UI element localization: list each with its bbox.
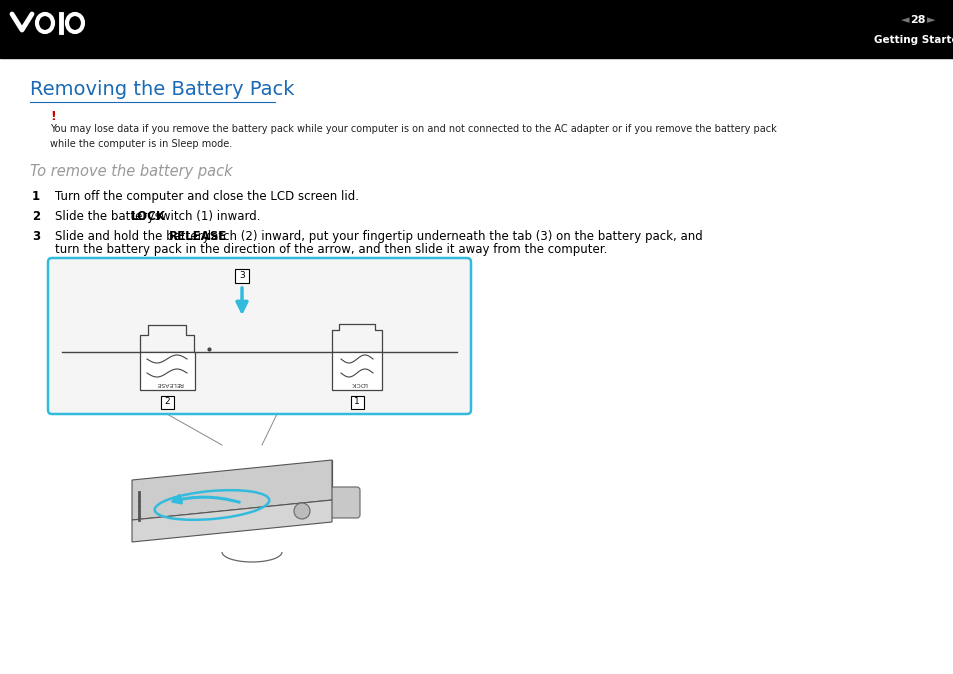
Text: 3: 3 bbox=[32, 230, 40, 243]
Bar bbox=[332, 352, 381, 390]
Text: To remove the battery pack: To remove the battery pack bbox=[30, 164, 233, 179]
Text: 1: 1 bbox=[32, 190, 40, 203]
Text: Slide the battery: Slide the battery bbox=[55, 210, 158, 223]
Text: ◄: ◄ bbox=[900, 15, 908, 25]
Text: ►: ► bbox=[925, 15, 934, 25]
Text: Getting Started: Getting Started bbox=[873, 35, 953, 45]
Text: RELEASE: RELEASE bbox=[156, 381, 184, 386]
Polygon shape bbox=[132, 500, 332, 542]
Text: 1: 1 bbox=[354, 398, 359, 406]
Text: 28: 28 bbox=[909, 15, 924, 25]
Text: 2: 2 bbox=[32, 210, 40, 223]
Text: RELEASE: RELEASE bbox=[169, 230, 227, 243]
Text: You may lose data if you remove the battery pack while your computer is on and n: You may lose data if you remove the batt… bbox=[50, 124, 776, 149]
Circle shape bbox=[294, 503, 310, 519]
Text: LOCK: LOCK bbox=[131, 210, 166, 223]
Bar bbox=[140, 352, 194, 390]
FancyBboxPatch shape bbox=[318, 487, 359, 518]
Bar bbox=[0, 0, 953, 58]
Polygon shape bbox=[132, 460, 332, 520]
FancyBboxPatch shape bbox=[48, 258, 471, 414]
Text: !: ! bbox=[50, 110, 55, 123]
Text: latch (2) inward, put your fingertip underneath the tab (3) on the battery pack,: latch (2) inward, put your fingertip und… bbox=[204, 230, 702, 243]
Text: 2: 2 bbox=[164, 398, 170, 406]
Bar bbox=[234, 269, 249, 283]
Text: Turn off the computer and close the LCD screen lid.: Turn off the computer and close the LCD … bbox=[55, 190, 358, 203]
Text: turn the battery pack in the direction of the arrow, and then slide it away from: turn the battery pack in the direction o… bbox=[55, 243, 607, 256]
Text: 3: 3 bbox=[239, 272, 245, 280]
Bar bbox=[161, 396, 173, 409]
Bar bbox=[351, 396, 364, 409]
Text: LOCK: LOCK bbox=[351, 381, 367, 386]
Text: Removing the Battery Pack: Removing the Battery Pack bbox=[30, 80, 294, 99]
Text: switch (1) inward.: switch (1) inward. bbox=[151, 210, 260, 223]
Text: Slide and hold the battery: Slide and hold the battery bbox=[55, 230, 213, 243]
